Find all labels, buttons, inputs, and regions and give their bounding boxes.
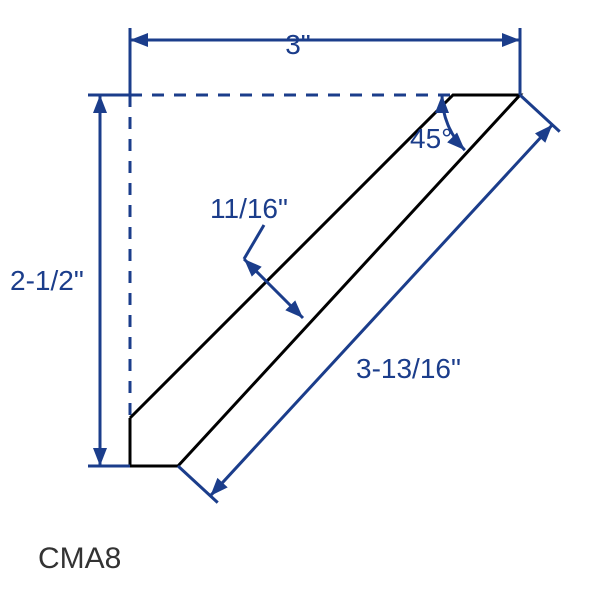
dim-top-width: 3" [285,29,311,60]
profile-outline [130,95,520,466]
dim-diagonal-length: 3-13/16" [356,353,461,384]
dim-left-height: 2-1/2" [10,265,84,296]
dim-angle: 45° [410,123,452,154]
part-number-label: CMA8 [38,542,121,575]
dim-thickness: 11/16" [210,193,288,224]
dimensioned-profile-diagram: 3" 2-1/2" 3-13/16" 11/16" 45° CMA8 [0,0,600,600]
